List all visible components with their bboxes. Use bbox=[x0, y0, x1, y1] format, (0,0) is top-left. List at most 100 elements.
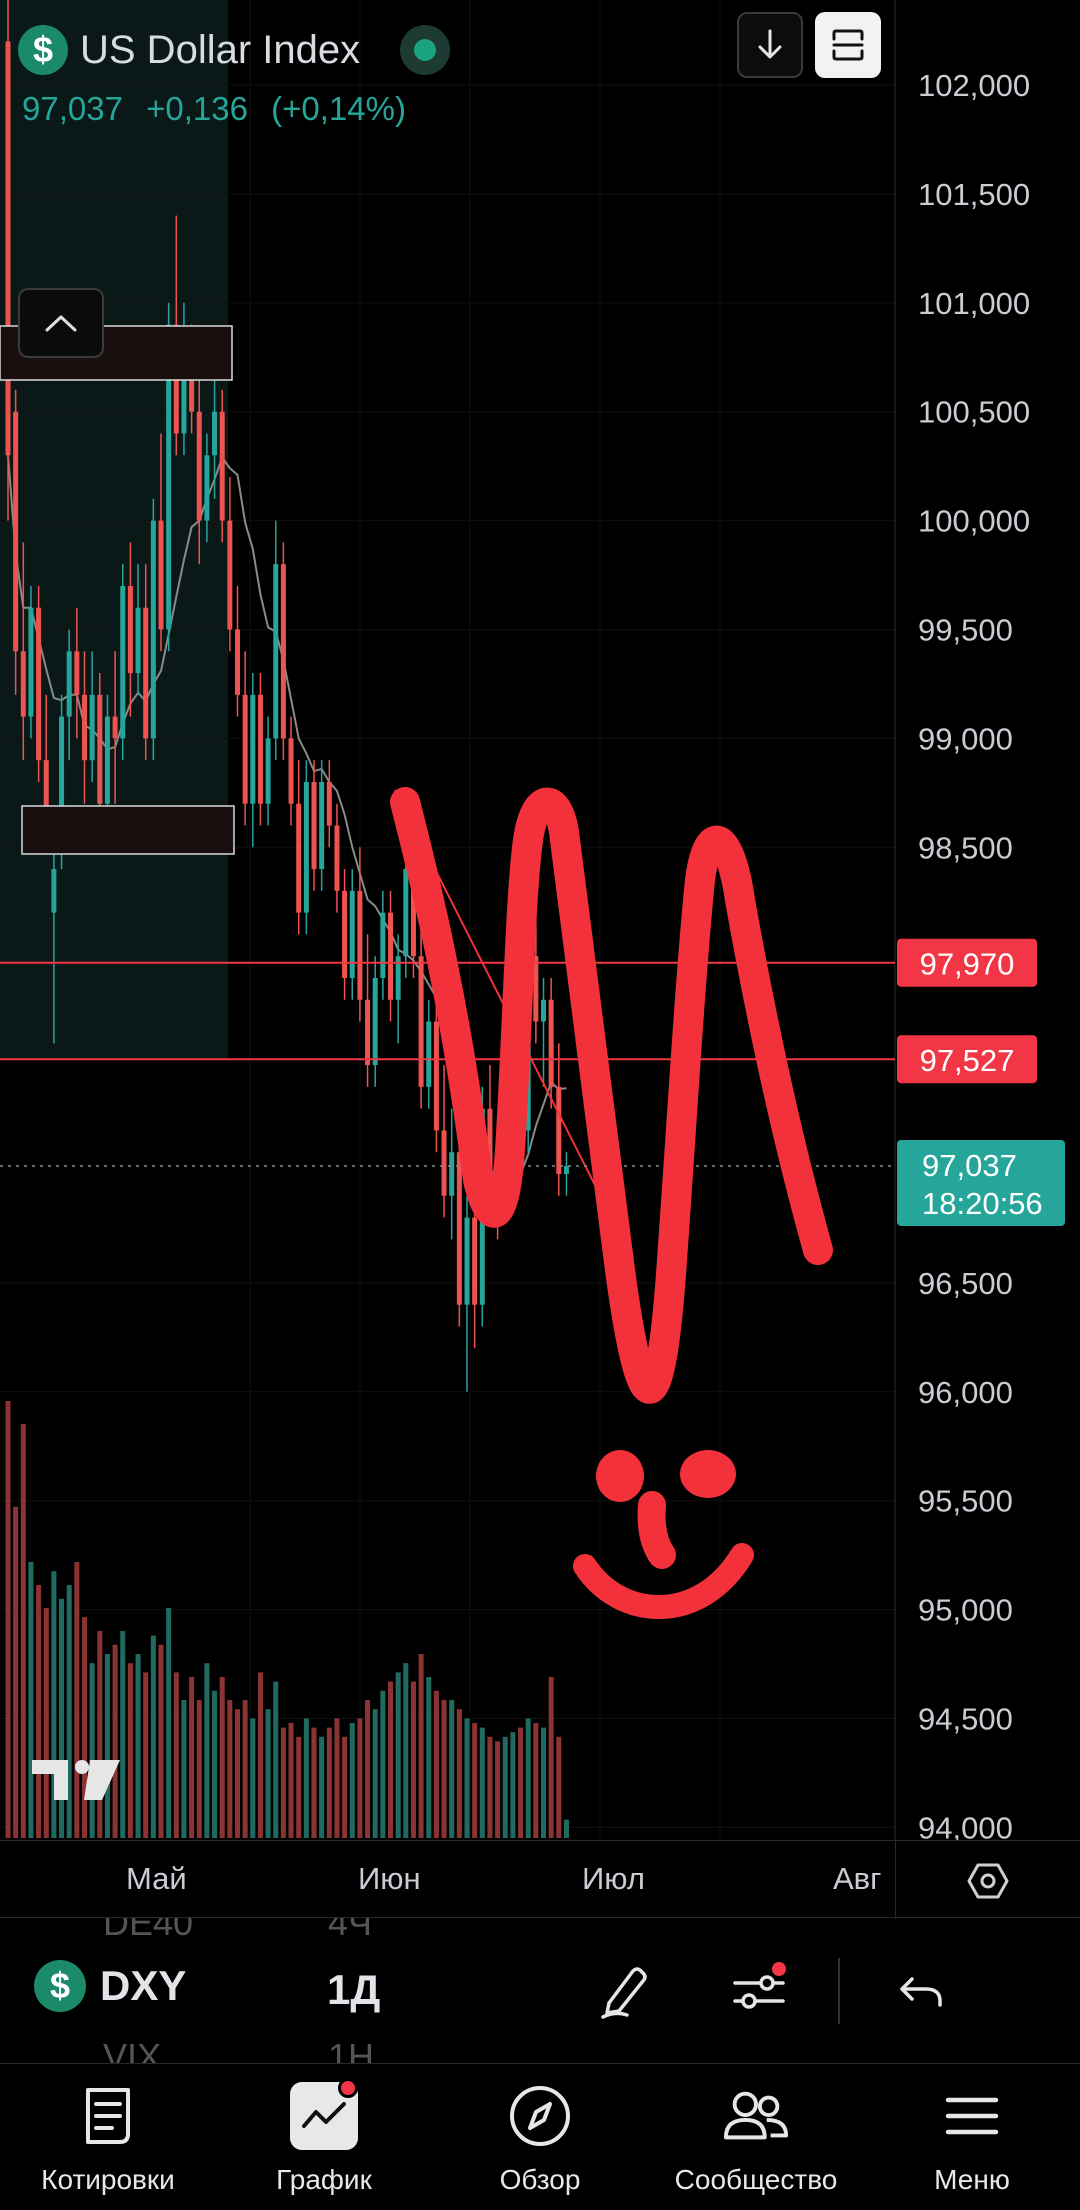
time-axis[interactable]: Май Июн Июл Авг bbox=[0, 1840, 1080, 1919]
volume-bar bbox=[296, 1736, 302, 1838]
candle-body bbox=[43, 760, 49, 826]
market-status-icon[interactable] bbox=[400, 25, 451, 75]
nav-community[interactable]: Сообщество bbox=[648, 2064, 864, 2210]
volume-bar bbox=[418, 1654, 424, 1838]
candle-body bbox=[456, 1152, 462, 1305]
symbol-picker[interactable]: $ DXY bbox=[34, 1960, 186, 2012]
volume-bar bbox=[487, 1736, 493, 1838]
volume-bar bbox=[334, 1718, 340, 1838]
symbol-header[interactable]: $ US Dollar Index bbox=[18, 20, 451, 80]
volume-bar bbox=[5, 1401, 11, 1838]
candle-body bbox=[97, 694, 103, 804]
y-axis-tick-label: 100,000 bbox=[918, 504, 1030, 539]
candle-body bbox=[472, 1217, 478, 1305]
volume-bar bbox=[372, 1709, 378, 1838]
indicators-button[interactable] bbox=[724, 1956, 794, 2026]
volume-bar bbox=[365, 1700, 371, 1838]
candle-body bbox=[441, 1130, 447, 1196]
nav-menu[interactable]: Меню bbox=[864, 2064, 1080, 2210]
y-axis-tick-label: 96,000 bbox=[918, 1375, 1013, 1410]
candle-body bbox=[20, 651, 26, 717]
volume-bar bbox=[97, 1631, 103, 1838]
volume-bar bbox=[280, 1727, 286, 1838]
y-axis-tick-label: 102,000 bbox=[918, 68, 1030, 103]
volume-bar bbox=[502, 1736, 508, 1838]
candle-body bbox=[89, 694, 95, 761]
volume-bar bbox=[410, 1681, 416, 1838]
chart-icon bbox=[290, 2082, 358, 2150]
price-change-percent: (+0,14%) bbox=[271, 90, 406, 127]
volume-bar bbox=[82, 1617, 87, 1838]
candle-body bbox=[410, 869, 416, 957]
nav-overview-label: Обзор bbox=[499, 2164, 581, 2195]
candle-body bbox=[212, 411, 218, 456]
volume-bar bbox=[112, 1644, 118, 1838]
price-line-tag bbox=[897, 1035, 1037, 1084]
volume-bar bbox=[13, 1506, 19, 1838]
volume-bar bbox=[20, 1424, 26, 1838]
nav-chart[interactable]: График bbox=[216, 2064, 432, 2210]
scroll-to-latest-button[interactable] bbox=[737, 12, 803, 78]
volume-bar bbox=[556, 1736, 562, 1838]
volume-bar bbox=[28, 1562, 34, 1838]
candle-body bbox=[372, 977, 378, 1066]
candle-body bbox=[235, 629, 240, 695]
bar-countdown-label: 18:20:56 bbox=[922, 1186, 1043, 1221]
price-line-label: 97,970 bbox=[920, 947, 1015, 982]
interval-picker[interactable]: 1Д bbox=[327, 1966, 381, 2013]
volume-bar bbox=[563, 1819, 569, 1838]
y-axis-tick-label: 99,500 bbox=[918, 613, 1013, 648]
candle-body bbox=[388, 912, 393, 1000]
drawing-tools-button[interactable] bbox=[590, 1956, 660, 2026]
freehand-drawing bbox=[390, 787, 833, 1619]
volume-bar bbox=[456, 1709, 462, 1838]
undo-icon bbox=[900, 1977, 942, 2007]
candle-body bbox=[265, 738, 271, 804]
x-label-may: Май bbox=[126, 1861, 187, 1896]
notification-dot bbox=[338, 2078, 358, 2098]
nav-quotes[interactable]: Котировки bbox=[0, 2064, 216, 2210]
collapse-indicators-button[interactable] bbox=[18, 288, 104, 358]
candle-body bbox=[51, 869, 57, 913]
undo-button[interactable] bbox=[886, 1956, 956, 2026]
drawing-eye-right bbox=[680, 1450, 736, 1498]
candle-body bbox=[28, 607, 34, 717]
volume-bar bbox=[143, 1672, 149, 1838]
volume-bar bbox=[533, 1723, 539, 1838]
candle-body bbox=[563, 1165, 569, 1174]
candle-body bbox=[181, 346, 187, 434]
symbol-picker-prev: DE40 bbox=[103, 1918, 194, 1943]
volume-bar bbox=[235, 1709, 240, 1838]
candle-body bbox=[250, 694, 256, 804]
arrow-down-icon bbox=[758, 29, 782, 59]
volume-bar bbox=[257, 1672, 263, 1838]
candle-body bbox=[143, 607, 149, 739]
volume-bar bbox=[326, 1727, 332, 1838]
chart-area[interactable]: 97,970 97,527 97,037 18:20:56 102,000 101,500… bbox=[0, 0, 1080, 1840]
candle-body bbox=[426, 1021, 432, 1087]
chart-settings-button[interactable] bbox=[962, 1855, 1014, 1907]
volume-bar bbox=[548, 1677, 554, 1838]
candle-body bbox=[334, 825, 340, 891]
fullscreen-button[interactable] bbox=[815, 12, 881, 78]
volume-bar bbox=[43, 1608, 49, 1838]
symbol-title[interactable]: US Dollar Index bbox=[80, 27, 361, 72]
y-axis-tick-label: 94,500 bbox=[918, 1702, 1013, 1737]
nav-overview[interactable]: Обзор bbox=[432, 2064, 648, 2210]
nav-chart-label: График bbox=[276, 2164, 372, 2195]
volume-bar bbox=[380, 1690, 386, 1838]
people-icon bbox=[722, 2082, 790, 2150]
volume-bar bbox=[303, 1718, 309, 1838]
volume-bar bbox=[449, 1700, 455, 1838]
price-chart[interactable]: 97,97097,52797,03718:20:56102,000101,500… bbox=[0, 0, 1080, 1840]
volume-bar bbox=[219, 1677, 225, 1838]
price-line-label: 97,527 bbox=[920, 1043, 1015, 1078]
candle-body bbox=[13, 411, 19, 652]
candle-body bbox=[227, 520, 233, 630]
compass-icon bbox=[506, 2082, 574, 2150]
y-axis-tick-label: 95,000 bbox=[918, 1593, 1013, 1628]
candle-body bbox=[464, 1217, 470, 1305]
bottom-navigation: Котировки График Обзор Сообщес bbox=[0, 2064, 1080, 2210]
candle-body bbox=[36, 607, 42, 761]
volume-bar bbox=[349, 1723, 355, 1838]
